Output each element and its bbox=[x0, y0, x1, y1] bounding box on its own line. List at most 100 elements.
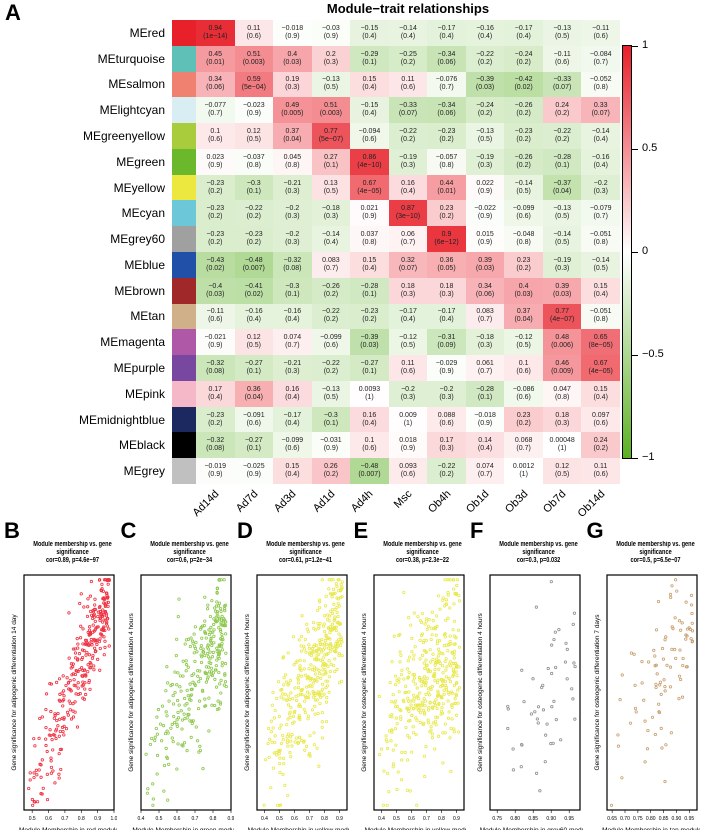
data-point bbox=[149, 736, 153, 741]
data-point bbox=[192, 659, 197, 663]
data-point bbox=[320, 694, 324, 698]
data-point bbox=[337, 604, 341, 608]
data-point bbox=[307, 667, 311, 671]
data-point bbox=[552, 637, 556, 642]
data-point bbox=[422, 712, 426, 716]
data-point bbox=[188, 636, 193, 640]
data-point bbox=[218, 609, 223, 614]
data-point bbox=[152, 738, 156, 743]
data-point bbox=[310, 668, 314, 672]
data-point bbox=[444, 598, 448, 602]
data-point bbox=[197, 744, 201, 748]
data-point bbox=[68, 708, 72, 712]
heatmap-cell: 0.068 (0.7) bbox=[504, 432, 543, 459]
data-point bbox=[536, 705, 541, 709]
heatmap-cell: 0.86 (4e−10) bbox=[350, 148, 389, 175]
data-point bbox=[214, 646, 218, 650]
cell-pvalue: (0.9) bbox=[362, 213, 377, 221]
cell-correlation: −0.32 bbox=[283, 256, 302, 264]
cell-pvalue: (0.08) bbox=[206, 367, 225, 375]
cell-correlation: −0.32 bbox=[206, 359, 225, 367]
heatmap-cell: 0.46 (0.009) bbox=[542, 355, 582, 381]
row-label: MEgreen bbox=[116, 154, 165, 169]
data-point bbox=[73, 672, 78, 677]
data-point bbox=[330, 595, 334, 599]
cell-correlation: −0.23 bbox=[206, 179, 225, 187]
cell-correlation: 0.67 bbox=[593, 359, 608, 367]
module-color-swatch bbox=[172, 148, 196, 175]
cell-correlation: −0.34 bbox=[437, 50, 456, 58]
data-point bbox=[305, 627, 309, 631]
heatmap-cell: 0.023 (0.9) bbox=[196, 148, 235, 175]
data-point bbox=[436, 693, 440, 697]
data-point bbox=[305, 690, 310, 694]
data-point bbox=[315, 654, 319, 658]
data-point bbox=[423, 745, 428, 749]
data-point bbox=[192, 632, 196, 636]
data-point bbox=[309, 663, 313, 667]
data-point bbox=[89, 609, 93, 614]
data-point bbox=[98, 668, 102, 672]
cell-pvalue: (0.6) bbox=[516, 213, 531, 221]
data-point bbox=[388, 739, 393, 743]
data-point bbox=[161, 724, 165, 728]
colorbar-tick-label: 1 bbox=[642, 39, 649, 51]
cell-correlation: −0.091 bbox=[242, 411, 265, 419]
data-point bbox=[337, 651, 341, 656]
data-point bbox=[215, 586, 219, 590]
cell-pvalue: (0.7) bbox=[285, 342, 300, 350]
data-point bbox=[451, 669, 455, 673]
data-point bbox=[172, 720, 176, 725]
data-point bbox=[214, 664, 218, 668]
cell-pvalue: (0.4) bbox=[477, 445, 493, 453]
data-point bbox=[446, 699, 450, 703]
y-axis-label: Gene significance for adipogenic differe… bbox=[244, 613, 251, 770]
cell-pvalue: (0.8) bbox=[593, 316, 608, 324]
data-point bbox=[422, 661, 426, 665]
cell-correlation: 0.18 bbox=[439, 282, 454, 290]
data-point bbox=[453, 636, 457, 640]
data-point bbox=[658, 680, 662, 684]
x-tick-label: 0.7 bbox=[423, 816, 430, 822]
data-point bbox=[159, 739, 163, 743]
data-point bbox=[306, 630, 310, 634]
data-point bbox=[213, 609, 217, 613]
data-point bbox=[51, 769, 55, 773]
cell-correlation: −0.023 bbox=[242, 102, 265, 110]
heatmap-cell: −0.14 (0.5) bbox=[581, 252, 620, 278]
data-point bbox=[32, 775, 36, 780]
data-point bbox=[61, 704, 65, 708]
scatter-title: Module membership vs. gene significance c… bbox=[256, 541, 356, 565]
heatmap-cell: 0.49 (0.005) bbox=[273, 97, 312, 124]
data-point bbox=[340, 580, 344, 584]
cell-pvalue: (0.8) bbox=[516, 239, 531, 247]
data-point bbox=[174, 637, 178, 641]
data-point bbox=[175, 710, 180, 715]
data-point bbox=[336, 614, 340, 619]
data-point bbox=[283, 692, 287, 696]
data-point bbox=[405, 696, 409, 700]
cell-pvalue: (0.5) bbox=[323, 187, 339, 195]
data-point bbox=[389, 729, 393, 733]
data-point bbox=[446, 692, 451, 696]
data-point bbox=[443, 635, 447, 639]
data-point bbox=[425, 627, 429, 632]
heatmap-cell: −0.41 (0.02) bbox=[234, 277, 274, 304]
data-point bbox=[195, 669, 199, 673]
cell-pvalue: (0.5) bbox=[516, 187, 531, 195]
data-point bbox=[653, 685, 658, 690]
data-point bbox=[222, 607, 226, 611]
data-point bbox=[215, 614, 219, 618]
data-point bbox=[674, 589, 678, 593]
cell-pvalue: (0.9) bbox=[246, 471, 261, 479]
cell-correlation: 0.23 bbox=[516, 256, 531, 264]
heatmap-cell: 0.17 (0.3) bbox=[427, 432, 466, 459]
data-point bbox=[90, 656, 95, 660]
data-point bbox=[454, 665, 458, 670]
data-point bbox=[175, 671, 179, 675]
data-point bbox=[69, 689, 73, 693]
data-point bbox=[394, 678, 399, 683]
cell-pvalue: (0.4) bbox=[400, 316, 416, 324]
module-color-swatch bbox=[172, 71, 196, 98]
data-point bbox=[223, 662, 227, 666]
